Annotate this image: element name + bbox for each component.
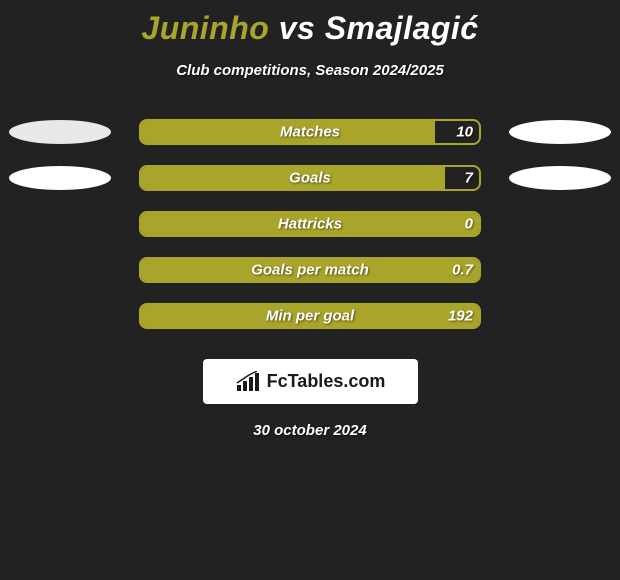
stats-area: Matches10 Goals7 Hattricks0 Goals per match… xyxy=(0,109,620,339)
player1-badge xyxy=(9,166,111,190)
player2-badge xyxy=(509,166,611,190)
comparison-title: Juninho vs Smajlagić xyxy=(0,10,620,47)
player1-name: Juninho xyxy=(141,10,269,46)
main-container: Juninho vs Smajlagić Club competitions, … xyxy=(0,0,620,439)
vs-text: vs xyxy=(279,10,316,46)
stat-bar: Matches10 xyxy=(139,119,481,145)
stat-row: Goals per match0.7 xyxy=(0,247,620,293)
date-text: 30 october 2024 xyxy=(0,422,620,439)
stat-bar: Hattricks0 xyxy=(139,211,481,237)
stat-value-right: 0 xyxy=(465,216,473,233)
chart-icon xyxy=(235,371,261,393)
stat-label: Matches xyxy=(141,124,479,141)
stat-label: Hattricks xyxy=(141,216,479,233)
brand-text: FcTables.com xyxy=(267,371,386,392)
stat-row: Matches10 xyxy=(0,109,620,155)
player1-badge xyxy=(9,120,111,144)
player2-name: Smajlagić xyxy=(325,10,479,46)
stat-value-right: 0.7 xyxy=(452,262,473,279)
stat-label: Min per goal xyxy=(141,308,479,325)
stat-row: Min per goal192 xyxy=(0,293,620,339)
stat-bar: Min per goal192 xyxy=(139,303,481,329)
stat-bar: Goals per match0.7 xyxy=(139,257,481,283)
stat-bar: Goals7 xyxy=(139,165,481,191)
player2-badge xyxy=(509,120,611,144)
stat-value-right: 192 xyxy=(448,308,473,325)
stat-value-right: 10 xyxy=(456,124,473,141)
stat-value-right: 7 xyxy=(465,170,473,187)
stat-label: Goals xyxy=(141,170,479,187)
stat-row: Hattricks0 xyxy=(0,201,620,247)
stat-row: Goals7 xyxy=(0,155,620,201)
brand-box: FcTables.com xyxy=(203,359,418,404)
stat-label: Goals per match xyxy=(141,262,479,279)
subtitle: Club competitions, Season 2024/2025 xyxy=(0,62,620,79)
